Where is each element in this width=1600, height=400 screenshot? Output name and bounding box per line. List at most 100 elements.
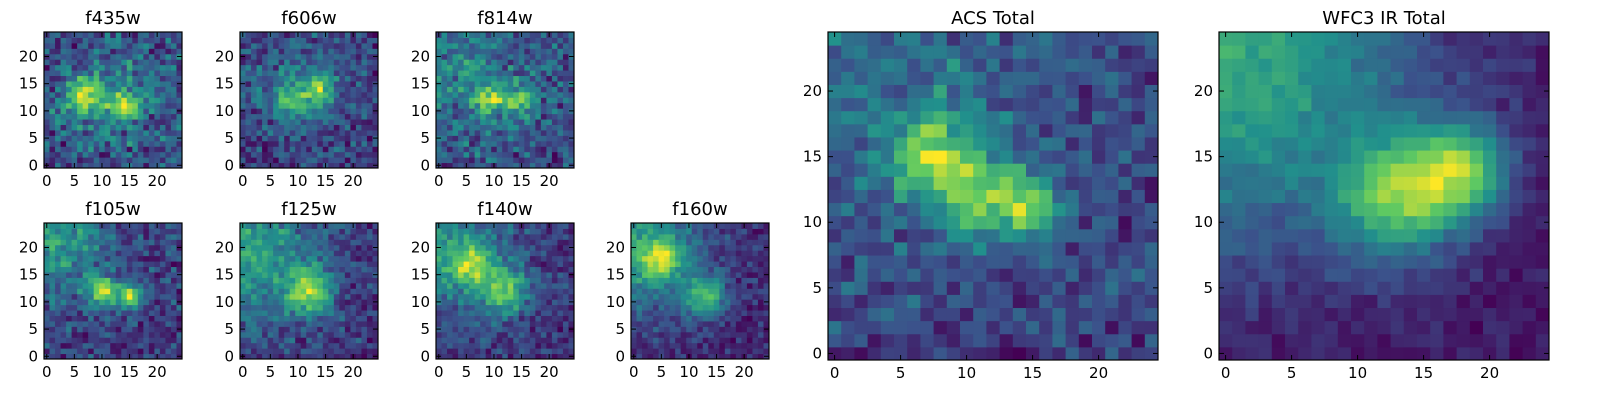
heatmap-cell	[933, 150, 948, 164]
heatmap-cell	[339, 244, 346, 251]
heatmap-cell	[1039, 333, 1053, 348]
heatmap-cell	[245, 75, 252, 82]
heatmap-cell	[300, 42, 307, 49]
heatmap-cell	[44, 97, 51, 104]
heatmap-cell	[328, 348, 335, 355]
heatmap-cell	[518, 113, 525, 120]
heatmap-cell	[143, 146, 150, 153]
heatmap-cell	[93, 70, 100, 77]
heatmap-cell	[350, 271, 357, 278]
heatmap-cell	[686, 288, 693, 295]
heatmap-cell	[278, 64, 285, 71]
heatmap-cell	[664, 320, 671, 327]
heatmap-cell	[311, 37, 318, 44]
heatmap-cell	[752, 320, 759, 327]
heatmap-cell	[311, 32, 318, 38]
x-tick-label: 20	[540, 363, 559, 381]
heatmap-cell	[104, 59, 111, 66]
heatmap-cell	[757, 282, 764, 289]
heatmap-cell	[256, 42, 263, 49]
heatmap-cell	[333, 119, 340, 125]
heatmap-cell	[289, 119, 296, 125]
heatmap-cell	[894, 255, 908, 269]
heatmap-cell	[960, 228, 974, 243]
heatmap-cell	[355, 75, 362, 82]
heatmap-cell	[1144, 163, 1159, 177]
heatmap-cell	[535, 124, 542, 131]
heatmap-cell	[469, 59, 476, 66]
heatmap-cell	[458, 146, 465, 153]
heatmap-cell	[664, 293, 671, 300]
heatmap-cell	[66, 59, 73, 66]
heatmap-cell	[126, 86, 133, 93]
heatmap-cell	[77, 70, 84, 77]
heatmap-cell	[524, 124, 531, 131]
heatmap-cell	[485, 304, 492, 311]
heatmap-cell	[907, 268, 921, 282]
heatmap-cell	[317, 304, 324, 311]
heatmap-cell	[256, 255, 263, 262]
heatmap-cell	[366, 304, 373, 311]
heatmap-cell	[339, 86, 346, 93]
heatmap-cell	[104, 223, 111, 229]
heatmap-cell	[458, 293, 465, 300]
heatmap-cell	[719, 288, 726, 295]
heatmap-cell	[350, 102, 357, 109]
heatmap-cell	[240, 157, 247, 164]
heatmap-cell	[143, 233, 150, 240]
heatmap-cell	[82, 310, 89, 316]
heatmap-cell	[546, 342, 553, 349]
heatmap-cell	[284, 233, 291, 240]
heatmap-cell	[77, 331, 84, 338]
heatmap-cell	[300, 151, 307, 158]
heatmap-cell	[1039, 294, 1053, 309]
heatmap-cell	[480, 140, 487, 147]
heatmap-cell	[436, 48, 443, 55]
heatmap-cell	[664, 255, 671, 262]
heatmap-cell	[1052, 176, 1067, 190]
heatmap-cell	[344, 80, 351, 87]
heatmap-cell	[240, 288, 247, 295]
heatmap-cell	[104, 70, 111, 77]
heatmap-cell	[680, 277, 687, 284]
heatmap-cell	[295, 326, 302, 333]
heatmap-cell	[273, 140, 280, 147]
heatmap-cell	[1012, 176, 1027, 190]
heatmap-cell	[469, 91, 476, 98]
heatmap-cell	[697, 315, 704, 322]
heatmap-cell	[447, 304, 454, 311]
heatmap-cell	[557, 348, 564, 355]
heatmap-cell	[60, 162, 67, 169]
heatmap-cell	[691, 228, 698, 235]
heatmap-cell	[474, 64, 481, 71]
heatmap-cell	[507, 304, 514, 311]
heatmap-cell	[447, 146, 454, 153]
heatmap-cell	[88, 108, 95, 115]
heatmap-cell	[524, 342, 531, 349]
heatmap-cell	[44, 282, 51, 289]
heatmap-cell	[485, 97, 492, 104]
heatmap-cell	[154, 277, 161, 284]
heatmap-cell	[697, 348, 704, 355]
heatmap-cell	[1144, 333, 1159, 348]
heatmap-cell	[132, 266, 139, 273]
heatmap-cell	[469, 129, 476, 136]
heatmap-cell	[691, 342, 698, 349]
heatmap-cell	[447, 80, 454, 87]
heatmap-cell	[328, 353, 335, 360]
y-tick-label: 20	[606, 238, 625, 256]
heatmap-cell	[642, 271, 649, 278]
heatmap-cell	[518, 80, 525, 87]
heatmap-cell	[724, 353, 731, 360]
heatmap-cell	[441, 80, 448, 87]
heatmap-cell	[1118, 241, 1133, 256]
heatmap-cell	[529, 157, 536, 164]
heatmap-cell	[719, 239, 726, 246]
heatmap-cell	[165, 70, 172, 77]
heatmap-cell	[121, 146, 128, 153]
heatmap-cell	[361, 113, 368, 120]
heatmap-cell	[675, 277, 682, 284]
heatmap-cell	[55, 331, 62, 338]
heatmap-cell	[1026, 346, 1040, 361]
heatmap-cell	[121, 162, 128, 169]
